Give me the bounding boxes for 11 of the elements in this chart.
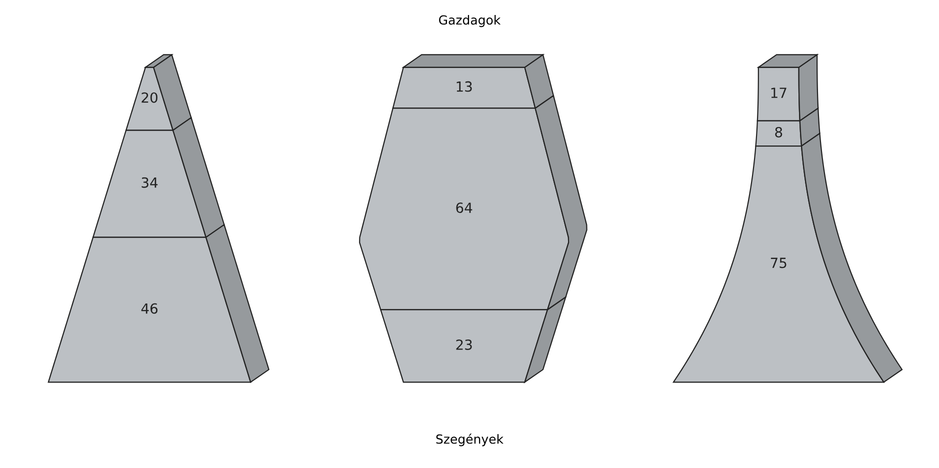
data-label: 23	[456, 339, 472, 350]
text: Gazdagok	[439, 15, 501, 28]
data-label: 20	[142, 92, 158, 103]
data-label: 46	[141, 303, 158, 314]
data-label: 64	[456, 202, 472, 214]
data-label: 17	[771, 88, 786, 98]
data-label: 75	[770, 258, 786, 268]
data-label: 13	[456, 81, 472, 92]
data-label: 34	[142, 177, 158, 188]
data-label: 8	[775, 126, 782, 138]
text: Szegények	[436, 434, 504, 446]
